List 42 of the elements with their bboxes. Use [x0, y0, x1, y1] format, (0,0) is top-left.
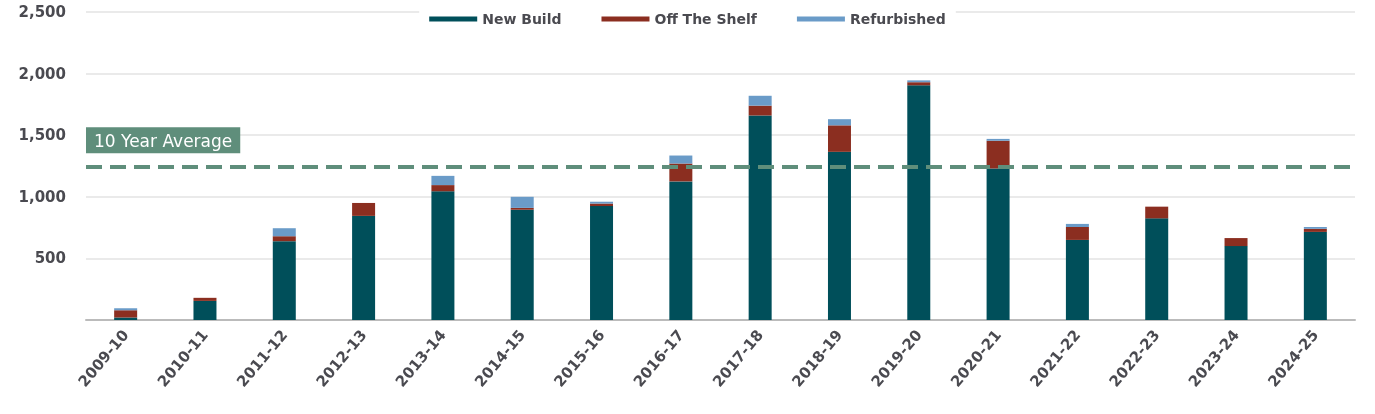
- bar: [352, 202, 376, 216]
- bar: [352, 215, 376, 320]
- bar: [1065, 226, 1089, 240]
- bar: [510, 196, 534, 208]
- bar: [827, 151, 851, 320]
- bar: [827, 119, 851, 126]
- y-tick-label: 500: [34, 249, 66, 268]
- y-tick-label: 1,000: [18, 187, 66, 206]
- y-tick-label: 2,000: [18, 64, 66, 83]
- bar: [986, 140, 1010, 169]
- bar: [431, 185, 455, 192]
- bar: [748, 95, 772, 106]
- bar: [1303, 231, 1327, 320]
- bar: [590, 206, 614, 320]
- bar: [1065, 223, 1089, 227]
- bar: [272, 236, 296, 242]
- bar: [907, 85, 931, 320]
- bar: [193, 297, 217, 301]
- bar: [1065, 239, 1089, 320]
- bar: [1224, 238, 1248, 247]
- bar: [1145, 206, 1169, 219]
- bar: [669, 181, 693, 320]
- bar: [510, 209, 534, 320]
- y-tick-label: 2,500: [18, 3, 66, 21]
- bar: [272, 228, 296, 237]
- bar: [1145, 218, 1169, 320]
- bar: [748, 105, 772, 116]
- legend-label: Refurbished: [849, 11, 946, 27]
- y-tick-label: 1,500: [18, 126, 66, 145]
- bar: [827, 125, 851, 152]
- ref-line-label: 10 Year Average: [94, 130, 233, 151]
- bar: [431, 191, 455, 320]
- bar: [748, 115, 772, 320]
- bar: [986, 168, 1010, 320]
- bar: [431, 175, 455, 186]
- bar: [669, 155, 693, 164]
- bar: [272, 241, 296, 320]
- bar: [1224, 246, 1248, 320]
- legend-label: New Build: [482, 11, 562, 27]
- bar: [114, 310, 138, 318]
- bar: [193, 300, 217, 320]
- legend-label: Off The Shelf: [654, 11, 758, 27]
